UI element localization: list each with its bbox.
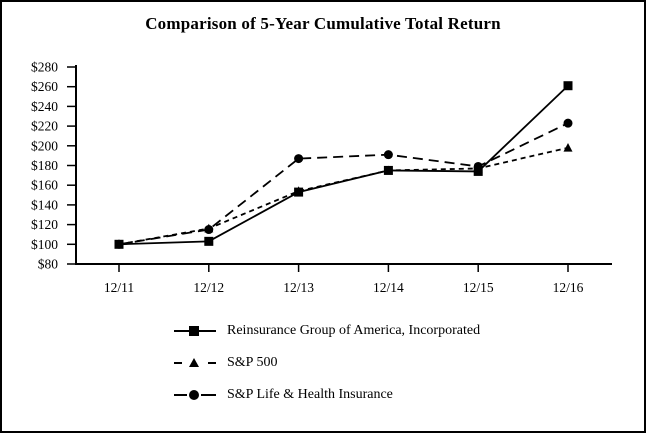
legend-item-sp500: S&P 500	[173, 355, 480, 371]
legend-label-sp-life-health: S&P Life & Health Insurance	[227, 387, 393, 402]
data-point-circle	[294, 154, 304, 164]
x-tick-label: 12/15	[463, 280, 494, 295]
y-tick-label: $120	[31, 217, 58, 232]
series-line-0	[118, 85, 569, 246]
data-point-circle	[473, 161, 483, 171]
y-tick-label: $260	[31, 79, 58, 94]
data-point-square	[473, 166, 483, 176]
legend-item-rga: Reinsurance Group of America, Incorporat…	[173, 323, 480, 339]
triangle-short-dash-marker-icon	[174, 358, 216, 367]
y-tick-label: $280	[31, 60, 58, 75]
x-tick-label: 12/14	[373, 280, 404, 295]
x-tick-label: 12/12	[193, 280, 224, 295]
x-tick-label: 12/16	[553, 280, 584, 295]
y-tick-label: $160	[31, 178, 58, 193]
data-point-square	[294, 187, 304, 197]
legend-item-sp-life-health: S&P Life & Health Insurance	[173, 387, 480, 403]
legend-label-rga: Reinsurance Group of America, Incorporat…	[227, 323, 481, 338]
legend-label-sp500: S&P 500	[227, 355, 278, 370]
y-tick-label: $140	[31, 197, 58, 212]
data-point-triangle	[563, 142, 573, 152]
y-tick-label: $80	[38, 257, 59, 272]
legend: Reinsurance Group of America, Incorporat…	[173, 323, 480, 419]
x-tick-label: 12/13	[283, 280, 314, 295]
x-tick-label: 12/11	[104, 280, 134, 295]
data-point-circle	[383, 150, 393, 160]
data-point-square	[204, 236, 214, 246]
y-tick-label: $220	[31, 119, 58, 134]
data-point-circle	[563, 118, 573, 128]
series-line-2	[118, 122, 569, 246]
y-tick-label: $240	[31, 99, 58, 114]
series-line-1	[118, 146, 569, 246]
y-tick-label: $100	[31, 237, 58, 252]
axis-lines	[75, 65, 612, 265]
y-tick-label: $200	[31, 138, 58, 153]
chart-title: Comparison of 5-Year Cumulative Total Re…	[145, 14, 501, 33]
data-point-square	[383, 165, 393, 175]
data-point-circle	[204, 225, 214, 235]
circle-long-dash-marker-icon	[174, 390, 216, 400]
y-tick-label: $180	[31, 158, 58, 173]
square-solid-line-marker-icon	[174, 326, 216, 336]
data-point-circle	[114, 239, 124, 249]
data-point-square	[563, 81, 573, 91]
